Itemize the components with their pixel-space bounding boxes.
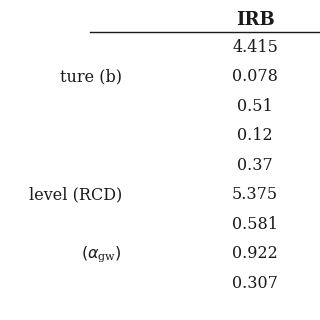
Text: 0.307: 0.307: [232, 275, 278, 292]
Text: 0.37: 0.37: [237, 157, 273, 174]
Text: 0.922: 0.922: [232, 245, 278, 262]
Text: 5.375: 5.375: [232, 186, 278, 204]
Text: level (RCD): level (RCD): [29, 186, 122, 204]
Text: $(\alpha_\mathregular{gw})$: $(\alpha_\mathregular{gw})$: [81, 244, 122, 264]
Text: 0.51: 0.51: [237, 98, 273, 115]
Text: IRB: IRB: [236, 12, 275, 29]
Text: 0.078: 0.078: [232, 68, 278, 85]
Text: 4.415: 4.415: [232, 39, 278, 56]
Text: 0.12: 0.12: [237, 127, 273, 144]
Text: 0.581: 0.581: [232, 216, 278, 233]
Text: ture (b): ture (b): [60, 68, 122, 85]
